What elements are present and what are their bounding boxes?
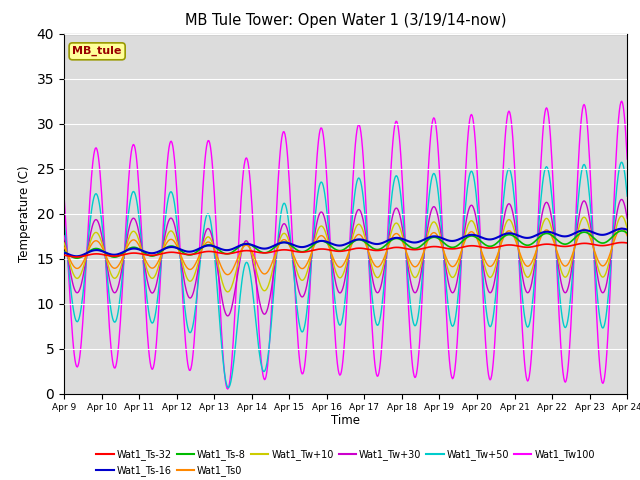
Y-axis label: Temperature (C): Temperature (C) bbox=[18, 165, 31, 262]
X-axis label: Time: Time bbox=[331, 414, 360, 427]
Title: MB Tule Tower: Open Water 1 (3/19/14-now): MB Tule Tower: Open Water 1 (3/19/14-now… bbox=[185, 13, 506, 28]
Legend: Wat1_Ts-32, Wat1_Ts-16, Wat1_Ts-8, Wat1_Ts0, Wat1_Tw+10, Wat1_Tw+30, Wat1_Tw+50,: Wat1_Ts-32, Wat1_Ts-16, Wat1_Ts-8, Wat1_… bbox=[92, 445, 599, 480]
Text: MB_tule: MB_tule bbox=[72, 46, 122, 57]
